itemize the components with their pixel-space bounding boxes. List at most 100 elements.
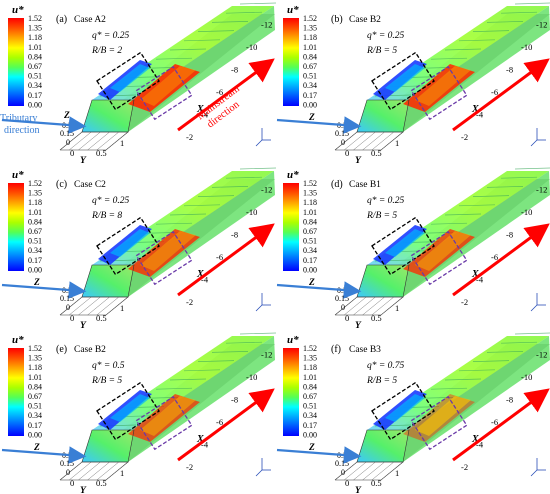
slice-line <box>239 167 277 170</box>
low-velocity-zone-edge <box>110 229 150 257</box>
y-tick-label: 1 <box>120 138 124 148</box>
grid-line <box>334 131 358 151</box>
colorbar-tick: 1.35 <box>303 354 317 363</box>
x-tick-label: -4 <box>476 440 484 450</box>
colorbar-tick: 1.01 <box>28 373 42 382</box>
tributary-arrow <box>276 281 362 299</box>
grid-line <box>105 296 129 316</box>
tributary-arrow <box>1 446 87 464</box>
x-tick-label: -12 <box>261 185 272 195</box>
colorbar-tick: 0.17 <box>28 256 42 265</box>
grid-line <box>380 461 404 481</box>
colorbar-tick: 0.51 <box>28 237 42 246</box>
colorbar-tick: 0.00 <box>28 100 42 109</box>
x-tick-label: -2 <box>461 132 468 142</box>
colorbar <box>8 348 24 436</box>
q-value: q* = 0.25 <box>367 196 405 206</box>
colorbar-tick: 1.01 <box>28 43 42 52</box>
x-axis-label: X <box>196 434 204 445</box>
grid-line <box>344 296 367 316</box>
x-tick-label: -4 <box>201 275 209 285</box>
x-tick-label: -12 <box>261 20 272 30</box>
slice-line <box>430 57 468 60</box>
x-axis-label: X <box>471 434 479 445</box>
colorbar-title: u* <box>287 169 299 181</box>
colorbar-tick: 0.00 <box>303 100 317 109</box>
grid-line <box>353 131 376 151</box>
x-tick-label: -4 <box>476 110 484 120</box>
separation-zone-box <box>96 216 160 276</box>
grid-line <box>371 296 394 316</box>
grid-line <box>362 131 385 151</box>
contraction-zone-box <box>135 395 193 451</box>
y-tick-label: 0.5 <box>96 313 107 323</box>
channel-side-wall <box>403 6 550 132</box>
y-axis-label: Y <box>80 486 87 494</box>
x-tick-label: -6 <box>216 417 223 427</box>
y-tick-label: 0 <box>345 148 349 158</box>
case-name: Case B3 <box>349 345 381 355</box>
slice-line <box>514 167 550 170</box>
x-tick-label: -2 <box>461 297 468 307</box>
grid-line <box>353 296 376 316</box>
slice-line <box>239 332 277 335</box>
case-name: Case A2 <box>74 15 106 25</box>
panel-label: (e) <box>56 344 67 355</box>
colorbar-tick: 0.00 <box>303 265 317 274</box>
triad-y <box>530 139 538 147</box>
tributary-arrow <box>276 116 362 134</box>
colorbar-tick: 1.18 <box>303 363 317 372</box>
colorbar-tick: 1.18 <box>303 33 317 42</box>
colorbar-tick: 0.34 <box>28 81 42 90</box>
grid-line <box>69 131 92 151</box>
z-tick-label: 0 <box>341 303 345 312</box>
q-value: q* = 0.25 <box>92 31 130 41</box>
z-axis-label: Z <box>308 443 315 453</box>
z-tick-label: 0 <box>341 138 345 147</box>
high-velocity-zone <box>128 64 200 112</box>
channel-front-wall <box>82 265 134 297</box>
high-velocity-zone-core <box>415 231 471 271</box>
slice-line <box>458 204 496 207</box>
x-tick-label: -2 <box>461 462 468 472</box>
channel-front-wall <box>357 430 409 462</box>
q-value: q* = 0.75 <box>367 361 405 371</box>
x-tick-label: -4 <box>201 110 209 120</box>
colorbar-tick: 0.84 <box>28 382 42 391</box>
triad-y <box>255 304 263 312</box>
slice-line <box>197 195 235 197</box>
colorbar-tick: 0.17 <box>28 91 42 100</box>
panel-d: -2-4-6-8-10-12X10.50Y0.30.150Z1.521.351.… <box>276 167 550 331</box>
colorbar-tick: 0.17 <box>303 421 317 430</box>
colorbar-tick: 0.67 <box>28 227 42 236</box>
x-tick-label: -10 <box>246 207 257 217</box>
slice-line <box>197 30 235 32</box>
grid-line <box>96 461 119 481</box>
high-velocity-zone <box>128 229 200 277</box>
colorbar-tick: 1.18 <box>303 198 317 207</box>
slice-line <box>225 341 263 344</box>
colorbar-tick: 1.35 <box>28 24 42 33</box>
grid-line <box>371 131 394 151</box>
y-tick-label: 0.5 <box>96 148 107 158</box>
colorbar-tick: 1.52 <box>303 179 317 188</box>
slice-line <box>444 378 482 381</box>
channel-front-wall <box>82 100 134 132</box>
colorbar-tick: 0.17 <box>28 421 42 430</box>
slice-line <box>225 176 263 179</box>
colorbar-tick: 0.84 <box>303 382 317 391</box>
z-tick-label: 0 <box>66 138 70 147</box>
slice-line <box>169 48 207 51</box>
x-tick-label: -6 <box>216 252 223 262</box>
colorbar <box>283 183 299 271</box>
grid-line <box>334 296 358 316</box>
colorbar-tick: 0.00 <box>303 430 317 439</box>
colorbar-tick: 1.18 <box>28 198 42 207</box>
colorbar-title: u* <box>12 334 24 346</box>
slice-line <box>183 39 221 42</box>
x-axis-label: X <box>471 104 479 115</box>
colorbar-tick: 1.35 <box>303 24 317 33</box>
colorbar-tick: 0.00 <box>28 430 42 439</box>
high-velocity-zone-core <box>140 396 196 436</box>
colorbar-tick: 0.34 <box>28 411 42 420</box>
